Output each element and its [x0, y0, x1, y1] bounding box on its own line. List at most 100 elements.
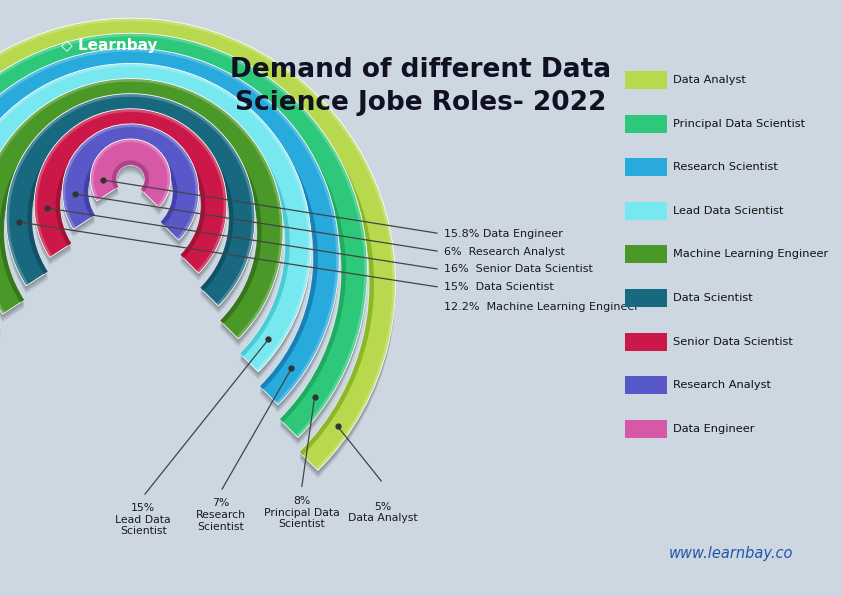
- Wedge shape: [0, 79, 283, 339]
- Wedge shape: [62, 132, 199, 249]
- FancyBboxPatch shape: [625, 420, 667, 437]
- Wedge shape: [35, 114, 226, 278]
- Wedge shape: [0, 63, 312, 372]
- Text: Machine Learning Engineer: Machine Learning Engineer: [673, 250, 828, 259]
- Wedge shape: [0, 24, 396, 476]
- Wedge shape: [90, 147, 171, 216]
- Wedge shape: [0, 55, 346, 423]
- Wedge shape: [0, 49, 339, 406]
- Wedge shape: [0, 41, 367, 446]
- Wedge shape: [35, 108, 226, 273]
- Wedge shape: [0, 18, 396, 470]
- Text: 15%
Lead Data
Scientist: 15% Lead Data Scientist: [115, 503, 171, 536]
- FancyBboxPatch shape: [625, 376, 667, 394]
- Text: Research Analyst: Research Analyst: [673, 380, 770, 390]
- Wedge shape: [0, 39, 374, 455]
- Text: www.learnbay.co: www.learnbay.co: [669, 545, 793, 561]
- Wedge shape: [0, 86, 283, 346]
- Wedge shape: [35, 110, 226, 274]
- Wedge shape: [0, 21, 396, 473]
- Text: 15%  Data Scientist: 15% Data Scientist: [444, 283, 554, 292]
- Wedge shape: [112, 160, 149, 193]
- Wedge shape: [0, 66, 312, 374]
- Wedge shape: [6, 94, 255, 306]
- Text: 8%
Principal Data
Scientist: 8% Principal Data Scientist: [264, 496, 339, 529]
- Text: Data Analyst: Data Analyst: [673, 76, 746, 85]
- Wedge shape: [35, 116, 226, 280]
- Text: ◇ Learnbay: ◇ Learnbay: [61, 38, 157, 53]
- Wedge shape: [0, 66, 312, 375]
- Wedge shape: [0, 35, 367, 440]
- Wedge shape: [62, 131, 199, 247]
- Text: 15.8% Data Engineer: 15.8% Data Engineer: [444, 229, 562, 238]
- Wedge shape: [0, 70, 312, 379]
- Wedge shape: [90, 144, 171, 212]
- Wedge shape: [90, 141, 171, 209]
- Wedge shape: [0, 26, 396, 479]
- Wedge shape: [0, 40, 367, 445]
- Wedge shape: [0, 85, 283, 345]
- Wedge shape: [62, 127, 199, 243]
- Wedge shape: [0, 20, 396, 473]
- Wedge shape: [35, 112, 226, 276]
- Text: 5%
Data Analyst: 5% Data Analyst: [349, 502, 418, 523]
- Text: Research Scientist: Research Scientist: [673, 163, 778, 172]
- Wedge shape: [0, 18, 396, 470]
- Wedge shape: [62, 126, 199, 243]
- Wedge shape: [90, 139, 171, 207]
- Wedge shape: [0, 82, 283, 343]
- Wedge shape: [62, 124, 199, 240]
- Wedge shape: [0, 48, 339, 405]
- Wedge shape: [56, 130, 205, 258]
- Wedge shape: [0, 69, 312, 378]
- Wedge shape: [90, 140, 171, 209]
- Wedge shape: [0, 50, 339, 406]
- Wedge shape: [62, 130, 199, 246]
- Wedge shape: [6, 102, 255, 314]
- Wedge shape: [0, 79, 283, 339]
- Wedge shape: [0, 79, 283, 340]
- Text: 7%
Research
Scientist: 7% Research Scientist: [195, 498, 246, 532]
- FancyBboxPatch shape: [625, 202, 667, 220]
- Wedge shape: [0, 64, 312, 373]
- Wedge shape: [0, 63, 312, 372]
- Wedge shape: [35, 113, 226, 277]
- Wedge shape: [0, 67, 312, 376]
- Text: Senior Data Scientist: Senior Data Scientist: [673, 337, 792, 346]
- Wedge shape: [90, 146, 171, 215]
- Text: Demand of different Data
Science Jobe Roles- 2022: Demand of different Data Science Jobe Ro…: [231, 57, 611, 116]
- FancyBboxPatch shape: [625, 115, 667, 133]
- Wedge shape: [62, 129, 199, 246]
- Text: 6%  Research Analyst: 6% Research Analyst: [444, 247, 565, 256]
- Wedge shape: [0, 53, 339, 409]
- Wedge shape: [0, 100, 262, 324]
- Wedge shape: [0, 82, 283, 342]
- Wedge shape: [0, 55, 339, 412]
- Wedge shape: [0, 54, 339, 411]
- Wedge shape: [6, 94, 255, 306]
- Wedge shape: [0, 69, 312, 377]
- Text: Data Engineer: Data Engineer: [673, 424, 754, 433]
- Wedge shape: [35, 108, 226, 273]
- Wedge shape: [0, 72, 312, 380]
- Wedge shape: [0, 57, 339, 412]
- Wedge shape: [83, 145, 178, 225]
- Wedge shape: [90, 139, 171, 207]
- Wedge shape: [0, 52, 339, 409]
- Wedge shape: [0, 22, 396, 474]
- Wedge shape: [6, 101, 255, 313]
- Wedge shape: [90, 145, 171, 213]
- Wedge shape: [0, 80, 283, 341]
- FancyBboxPatch shape: [625, 333, 667, 350]
- Wedge shape: [0, 51, 339, 408]
- Text: Data Scientist: Data Scientist: [673, 293, 753, 303]
- Wedge shape: [0, 19, 396, 471]
- Text: Lead Data Scientist: Lead Data Scientist: [673, 206, 783, 216]
- Wedge shape: [0, 23, 396, 476]
- Wedge shape: [0, 48, 339, 405]
- Wedge shape: [0, 38, 367, 443]
- Text: 12.2%  Machine Learning Engineer: 12.2% Machine Learning Engineer: [444, 302, 639, 312]
- Wedge shape: [0, 37, 367, 442]
- Text: Principal Data Scientist: Principal Data Scientist: [673, 119, 805, 129]
- Wedge shape: [90, 143, 171, 212]
